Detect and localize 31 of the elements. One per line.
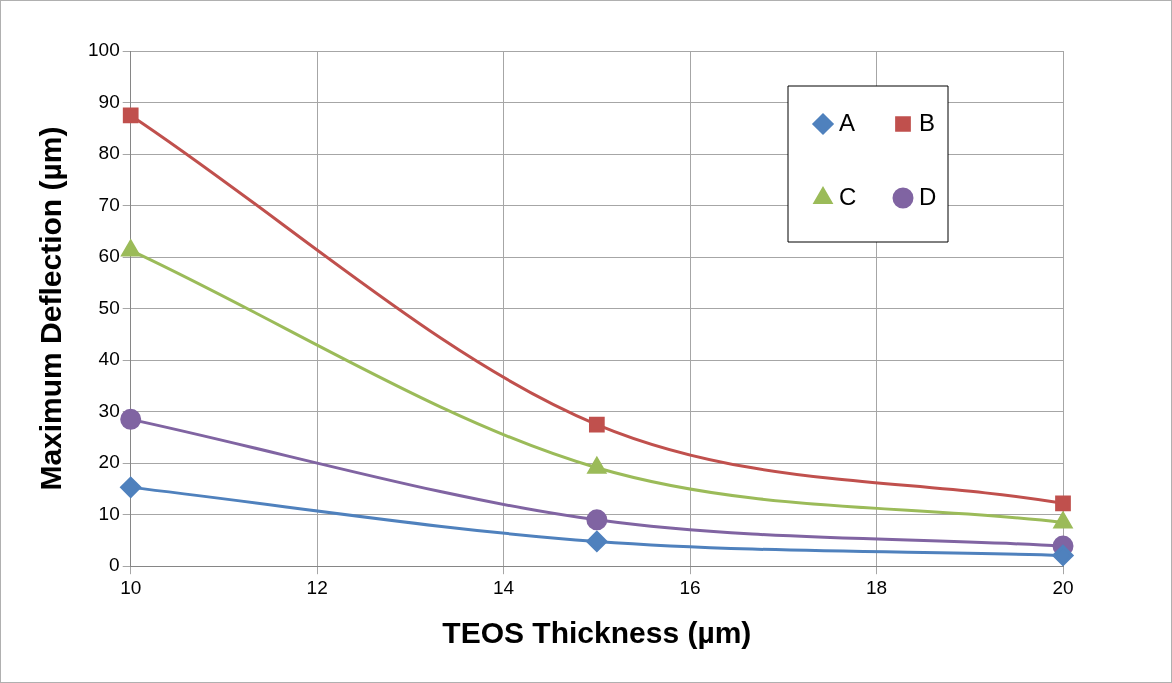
y-tick-label: 90: [98, 90, 120, 112]
x-tick-label: 12: [306, 576, 328, 598]
point: [122, 107, 139, 124]
point: [120, 408, 142, 430]
point: [1055, 495, 1071, 512]
y-tick-label: 10: [98, 502, 120, 524]
y-tick-label: 70: [98, 193, 120, 215]
point: [586, 530, 608, 552]
legend-label: D: [919, 182, 937, 210]
y-tick-label: 0: [109, 554, 120, 576]
x-tick-label: 16: [679, 576, 701, 598]
legend-label: B: [919, 108, 936, 136]
y-tick-label: 30: [98, 399, 120, 421]
point: [588, 416, 605, 433]
legend-label: C: [839, 182, 857, 210]
point: [1052, 544, 1074, 566]
point: [586, 509, 608, 531]
y-tick-label: 40: [98, 348, 120, 370]
y-tick-label: 60: [98, 245, 120, 267]
y-axis-title: Maximum Deflection (µm): [34, 126, 68, 491]
x-tick-label: 18: [865, 576, 888, 598]
x-axis-title: TEOS Thickness (µm): [442, 616, 752, 650]
y-tick-label: 80: [98, 142, 120, 164]
x-tick-label: 20: [1052, 576, 1074, 598]
y-tick-label: 100: [88, 39, 120, 61]
x-tick-label: 10: [120, 576, 142, 598]
point: [120, 476, 142, 498]
y-tick-label: 20: [98, 451, 120, 473]
x-tick-label: 14: [493, 576, 515, 598]
y-tick-label: 50: [98, 296, 120, 318]
legend-label: A: [839, 108, 856, 136]
